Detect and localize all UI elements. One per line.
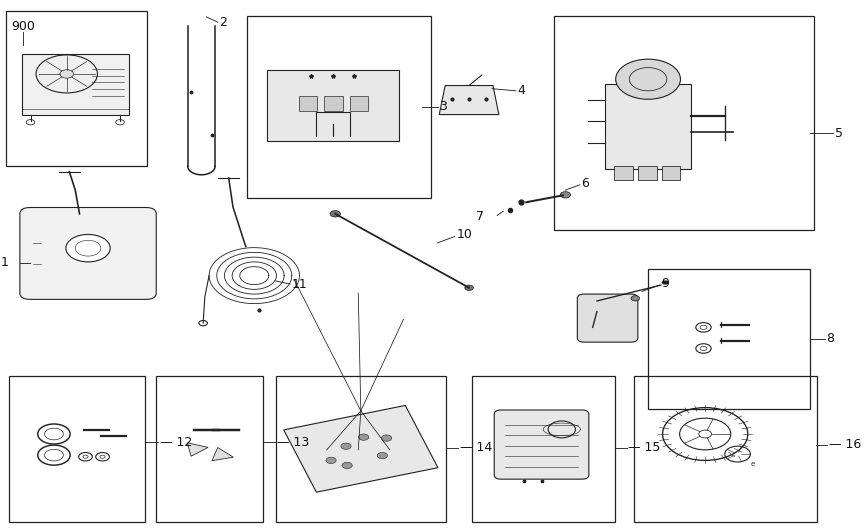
FancyBboxPatch shape <box>20 208 156 299</box>
Text: — 15: — 15 <box>629 441 661 454</box>
Bar <box>554 16 814 230</box>
Bar <box>276 376 446 522</box>
Bar <box>324 96 343 111</box>
Circle shape <box>381 435 392 441</box>
Bar <box>349 96 368 111</box>
Text: 6: 6 <box>582 177 590 190</box>
Text: 11: 11 <box>292 278 308 290</box>
Text: 5: 5 <box>835 127 843 139</box>
Bar <box>662 166 681 180</box>
Text: 4: 4 <box>518 84 525 97</box>
Circle shape <box>616 59 681 99</box>
Text: 9: 9 <box>661 277 668 290</box>
Text: 1: 1 <box>1 257 9 269</box>
Circle shape <box>60 70 74 78</box>
Circle shape <box>341 443 351 449</box>
Text: 8: 8 <box>826 333 834 345</box>
Circle shape <box>330 211 341 217</box>
Bar <box>605 84 691 169</box>
Bar <box>156 376 263 522</box>
Text: 900: 900 <box>11 20 36 33</box>
FancyBboxPatch shape <box>494 410 589 479</box>
Bar <box>6 11 147 166</box>
Polygon shape <box>212 448 233 461</box>
Circle shape <box>66 234 110 262</box>
Bar <box>267 70 399 141</box>
Bar <box>649 269 810 409</box>
Circle shape <box>377 452 388 459</box>
Text: 10: 10 <box>456 229 473 241</box>
Circle shape <box>662 280 668 285</box>
Text: 7: 7 <box>476 210 484 223</box>
Polygon shape <box>440 86 499 115</box>
Circle shape <box>359 434 368 440</box>
Bar <box>472 376 615 522</box>
FancyBboxPatch shape <box>577 294 638 342</box>
Bar <box>9 376 145 522</box>
Text: — 16: — 16 <box>829 438 861 451</box>
Text: e: e <box>751 460 755 467</box>
Text: — 12: — 12 <box>160 436 192 449</box>
Circle shape <box>326 457 336 464</box>
Text: 3: 3 <box>440 100 447 113</box>
Bar <box>614 166 633 180</box>
Bar <box>298 96 317 111</box>
Text: — 14: — 14 <box>460 441 492 454</box>
Bar <box>22 54 128 115</box>
Circle shape <box>465 285 473 290</box>
Bar <box>638 166 656 180</box>
Bar <box>247 16 431 198</box>
Text: — 13: — 13 <box>277 436 310 449</box>
Circle shape <box>560 192 570 198</box>
Circle shape <box>342 463 352 469</box>
Polygon shape <box>284 406 438 492</box>
Circle shape <box>631 296 640 301</box>
Text: 2: 2 <box>219 16 227 29</box>
Polygon shape <box>187 443 208 456</box>
Bar <box>634 376 817 522</box>
